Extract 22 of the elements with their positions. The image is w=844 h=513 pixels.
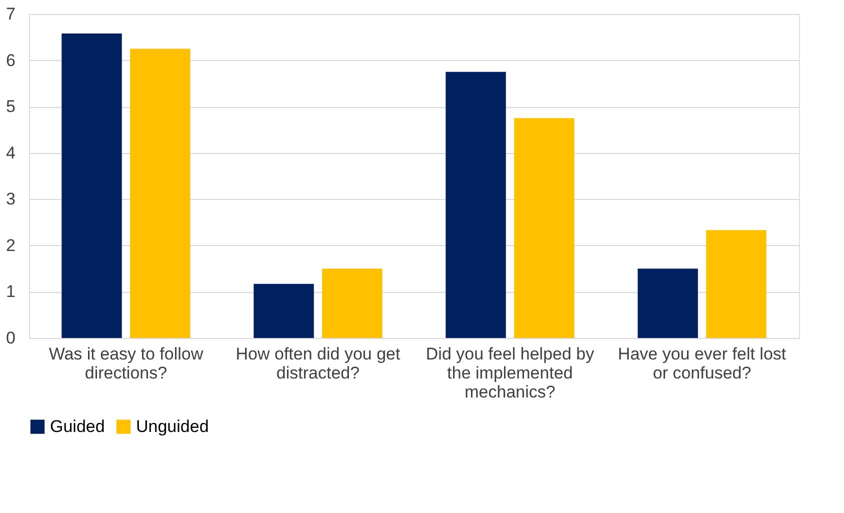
y-tick-label: 0 <box>6 328 16 348</box>
bar <box>322 268 382 338</box>
bar <box>706 230 766 338</box>
y-tick-label: 3 <box>6 190 16 209</box>
legend-label: Unguided <box>136 416 209 436</box>
y-tick-label: 1 <box>6 282 16 302</box>
x-tick-label: Was it easy to follow directions? <box>48 344 204 382</box>
y-tick-label: 2 <box>6 236 16 255</box>
y-tick-label: 4 <box>6 143 16 162</box>
bar <box>62 33 122 338</box>
y-tick-label: 6 <box>6 50 16 70</box>
bar <box>254 284 314 338</box>
bar <box>130 48 190 338</box>
bar <box>638 268 698 338</box>
bar <box>446 72 506 338</box>
y-tick-label: 5 <box>6 97 16 116</box>
x-tick-label: How often did you get distracted? <box>236 344 400 382</box>
x-tick-label: Have you ever felt lost or confused? <box>618 344 786 382</box>
x-tick-label: Did you feel helped by the implemented mechanics? <box>426 344 595 402</box>
bar <box>514 118 574 338</box>
legend-label: Guided <box>50 416 105 436</box>
y-tick-label: 7 <box>6 4 16 24</box>
